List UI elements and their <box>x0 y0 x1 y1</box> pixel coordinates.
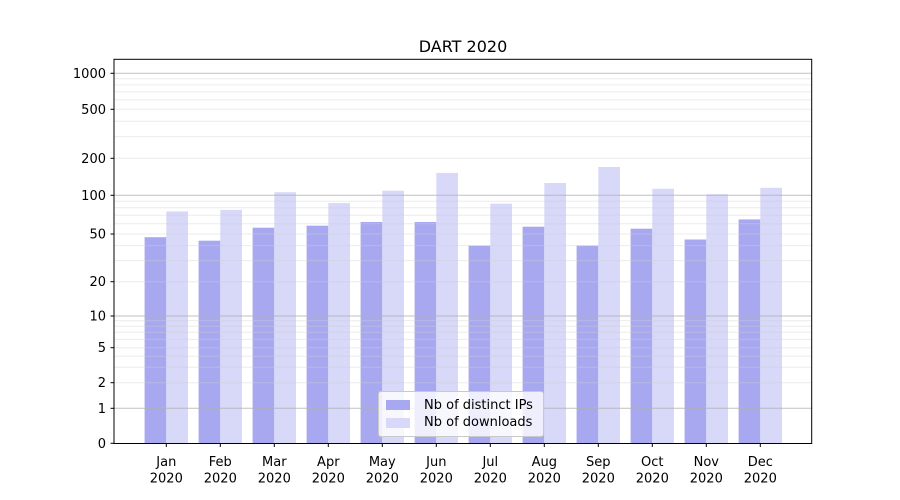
legend-swatch-downloads <box>386 417 410 428</box>
y-tick-label-500: 500 <box>81 103 106 118</box>
x-tick-label-month-nov: Nov <box>694 455 720 470</box>
bar-downloads-nov <box>706 194 728 444</box>
bar-downloads-jan <box>166 211 188 444</box>
x-tick-label-year-jun: 2020 <box>420 472 453 487</box>
x-tick-label-year-aug: 2020 <box>528 472 561 487</box>
bar-distinct-ips-feb <box>198 240 221 444</box>
y-tick-label-200: 200 <box>81 152 106 167</box>
x-tick-label-month-dec: Dec <box>748 455 773 470</box>
y-tick-label-50: 50 <box>89 228 106 243</box>
x-tick-label-year-feb: 2020 <box>204 472 237 487</box>
bar-distinct-ips-dec <box>738 219 761 444</box>
x-tick-label-month-jun: Jun <box>425 455 446 470</box>
legend-item-downloads: Nb of downloads <box>386 415 536 430</box>
bar-downloads-may <box>382 190 404 444</box>
y-tick-label-1: 1 <box>98 402 106 417</box>
x-tick-label-month-may: May <box>369 455 396 470</box>
x-tick-label-year-sep: 2020 <box>582 472 615 487</box>
gridlines-layer <box>114 72 812 409</box>
y-tick-label-0: 0 <box>98 437 106 452</box>
axes-layer <box>110 58 813 447</box>
x-tick-label-year-jan: 2020 <box>150 472 183 487</box>
legend-label-distinct-ips: Nb of distinct IPs <box>424 397 533 413</box>
x-tick-label-month-jan: Jan <box>155 455 176 470</box>
y-tick-label-100: 100 <box>81 189 106 204</box>
bar-distinct-ips-may <box>360 222 383 444</box>
bar-downloads-mar <box>274 192 296 444</box>
bar-distinct-ips-jun <box>414 222 437 444</box>
bar-downloads-jul <box>490 203 512 444</box>
x-tick-label-month-mar: Mar <box>262 455 287 470</box>
x-tick-label-year-apr: 2020 <box>312 472 345 487</box>
bar-downloads-feb <box>220 209 242 444</box>
x-tick-label-year-oct: 2020 <box>636 472 669 487</box>
x-tick-label-month-aug: Aug <box>532 455 557 470</box>
bar-downloads-apr <box>328 203 350 444</box>
bar-distinct-ips-nov <box>684 239 707 444</box>
bar-distinct-ips-aug <box>522 226 545 444</box>
bar-distinct-ips-apr <box>306 225 329 444</box>
bar-downloads-jun <box>436 172 458 444</box>
bar-downloads-aug <box>544 183 566 444</box>
legend-item-distinct-ips: Nb of distinct IPs <box>386 398 536 413</box>
y-tick-label-2: 2 <box>98 376 106 391</box>
x-tick-label-year-may: 2020 <box>366 472 399 487</box>
x-tick-label-year-jul: 2020 <box>474 472 507 487</box>
tick-labels-layer: 0 1 2 5 10 20 50 100 200 500 1000 Jan 2020 Feb 2020 Mar… <box>73 67 777 487</box>
y-tick-label-20: 20 <box>89 275 106 290</box>
bar-distinct-ips-oct <box>630 228 653 444</box>
x-tick-label-month-apr: Apr <box>317 455 340 470</box>
x-tick-label-month-jul: Jul <box>481 455 498 470</box>
chart-title: DART 2020 <box>419 37 508 56</box>
y-tick-label-1000: 1000 <box>73 67 106 82</box>
bar-distinct-ips-mar <box>252 227 275 444</box>
bars-layer <box>144 167 782 444</box>
x-tick-label-month-sep: Sep <box>586 455 611 470</box>
plot-border <box>113 58 813 445</box>
x-tick-label-month-feb: Feb <box>209 455 232 470</box>
legend: Nb of distinct IPs Nb of downloads <box>378 391 544 437</box>
bar-distinct-ips-sep <box>576 245 599 444</box>
x-tick-label-year-nov: 2020 <box>690 472 723 487</box>
legend-label-downloads: Nb of downloads <box>424 415 533 431</box>
x-tick-label-year-dec: 2020 <box>744 472 777 487</box>
y-tick-label-5: 5 <box>98 341 106 356</box>
x-tick-label-year-mar: 2020 <box>258 472 291 487</box>
y-tick-label-10: 10 <box>89 310 106 325</box>
bar-downloads-sep <box>598 167 620 444</box>
legend-swatch-distinct-ips <box>386 400 410 411</box>
bar-distinct-ips-jan <box>144 237 167 444</box>
x-tick-label-month-oct: Oct <box>641 455 663 470</box>
